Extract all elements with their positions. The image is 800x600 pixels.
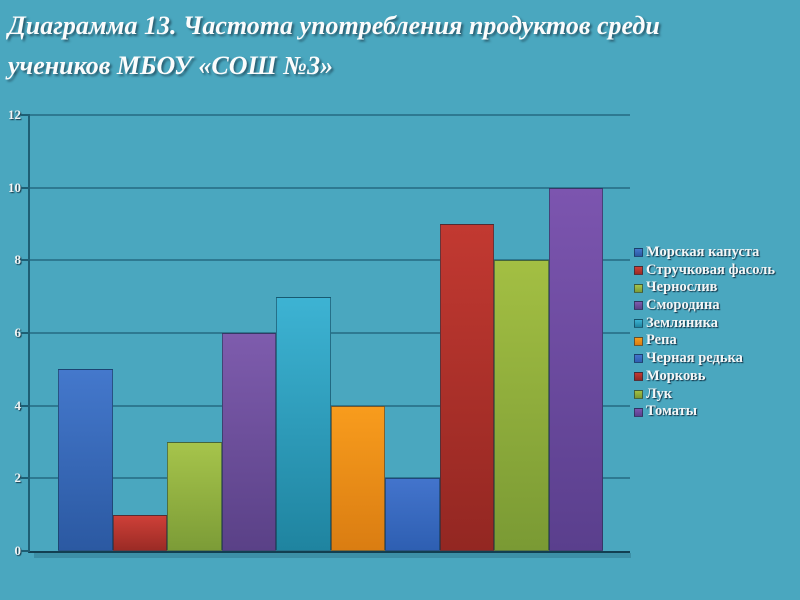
bar-1 [58, 369, 113, 551]
legend-item-2: Стручковая фасоль [634, 262, 798, 280]
chart-title: Диаграмма 13. Частота употребления проду… [8, 6, 788, 86]
gridline-y-10 [30, 186, 630, 189]
bar-4 [221, 333, 276, 551]
legend-color-swatch-icon [634, 319, 643, 329]
legend: Морская капуста Стручковая фасоль Черносли… [634, 244, 798, 421]
legend-color-swatch-icon [634, 336, 643, 346]
bar-6 [330, 405, 385, 551]
legend-item-1: Морская капуста [634, 244, 798, 262]
y-tick-12 [21, 114, 30, 116]
legend-label: Стручковая фасоль [646, 261, 776, 278]
legend-color-swatch-icon [634, 407, 643, 417]
legend-item-4: Смородина [634, 297, 798, 315]
legend-item-9: Лук [634, 386, 798, 404]
gridline-y-8 [30, 259, 630, 262]
y-axis-label-8: 8 [14, 252, 22, 268]
legend-label: Чернослив [646, 279, 718, 296]
legend-color-swatch-icon [634, 301, 643, 311]
y-axis-label-10: 10 [8, 179, 21, 195]
y-axis-label-4: 4 [14, 397, 22, 413]
plot-shadow [34, 553, 631, 558]
plot-area [21, 114, 630, 553]
y-tick-8 [21, 259, 30, 262]
legend-item-8: Морковь [634, 368, 798, 386]
y-axis-label-0: 0 [14, 543, 22, 558]
legend-label: Лук [646, 385, 673, 402]
legend-label: Земляника [646, 314, 719, 331]
chart-title-line-2: учеников МБОУ «СОШ №3» [8, 51, 334, 80]
legend-color-swatch-icon [634, 354, 643, 364]
legend-item-7: Черная редька [634, 350, 798, 368]
legend-item-3: Чернослив [634, 279, 798, 297]
bar-2 [112, 514, 167, 551]
y-axis-label-6: 6 [14, 325, 22, 340]
legend-label: Черная редька [646, 350, 743, 367]
y-tick-0 [21, 550, 30, 552]
bar-9 [494, 260, 549, 551]
y-axis-labels: 0 2 4 6 8 10 12 [0, 107, 24, 558]
legend-label: Смородина [646, 297, 720, 314]
bar-3 [167, 442, 222, 551]
legend-label: Томаты [646, 403, 698, 420]
legend-color-swatch-icon [634, 266, 643, 276]
legend-color-swatch-icon [634, 389, 643, 399]
gridline-y-12 [30, 114, 630, 116]
y-axis-label-2: 2 [14, 470, 22, 486]
y-tick-10 [21, 186, 30, 189]
y-axis-label-12: 12 [8, 107, 21, 122]
legend-label: Морская капуста [646, 244, 760, 260]
legend-item-10: Томаты [634, 403, 798, 421]
bar-7 [385, 478, 440, 551]
bar-10 [548, 187, 603, 551]
bar-8 [439, 224, 494, 551]
legend-color-swatch-icon [634, 372, 643, 382]
legend-item-6: Репа [634, 332, 798, 350]
legend-item-5: Земляника [634, 315, 798, 333]
y-tick-6 [21, 332, 30, 334]
legend-label: Репа [646, 332, 677, 349]
y-tick-4 [21, 404, 30, 407]
legend-label: Морковь [646, 367, 706, 384]
legend-color-swatch-icon [634, 248, 643, 258]
bar-5 [276, 296, 331, 551]
legend-color-swatch-icon [634, 283, 643, 293]
y-tick-2 [21, 477, 30, 480]
chart-title-line-1: Диаграмма 13. Частота употребления проду… [8, 11, 660, 40]
